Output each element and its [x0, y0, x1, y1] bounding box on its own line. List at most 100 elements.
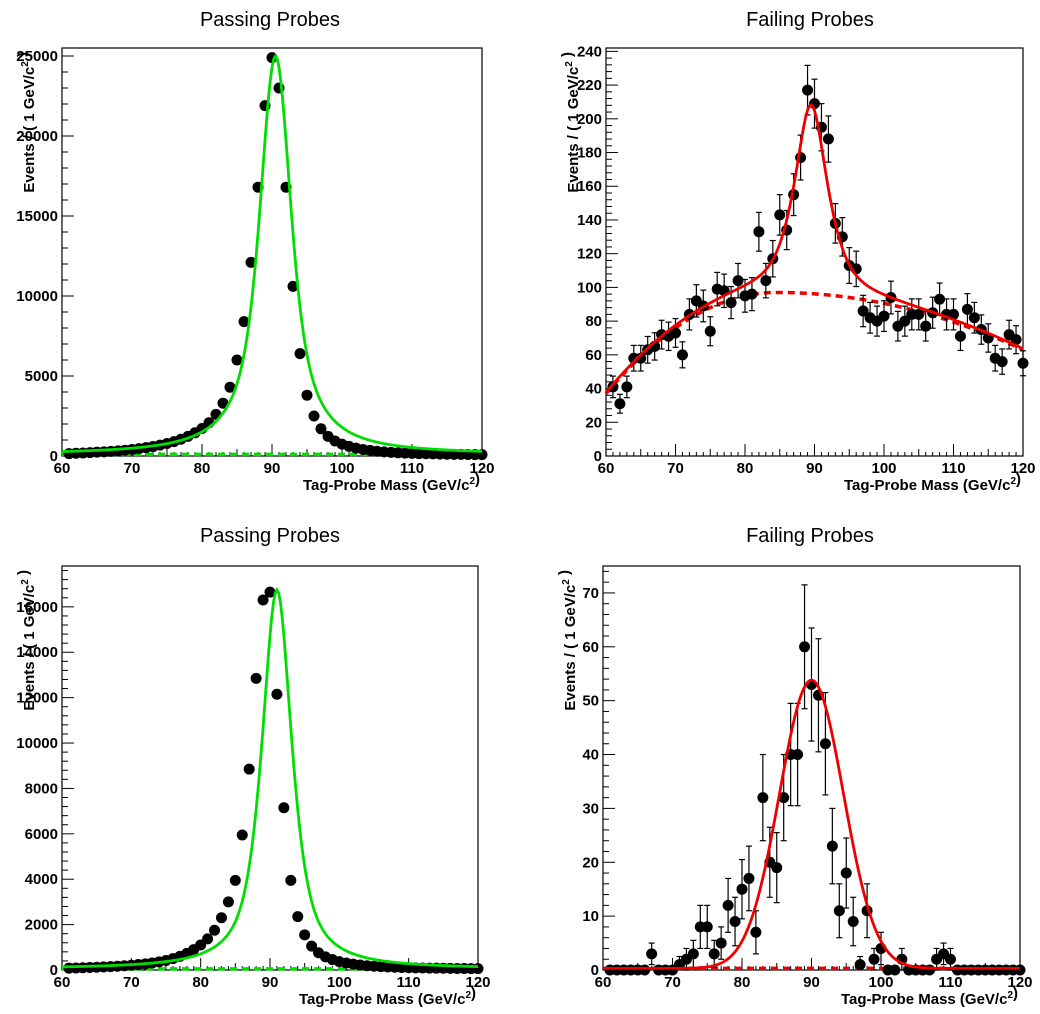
x-axis-label: Tag-Probe Mass (GeV/c2): [303, 471, 480, 494]
x-tick-label: 90: [803, 974, 820, 991]
data-point: [757, 792, 769, 804]
data-point: [621, 381, 633, 393]
x-tick-label: 110: [941, 460, 965, 477]
data-point: [778, 792, 790, 804]
y-tick-label: 50: [582, 693, 599, 710]
data-point: [217, 397, 229, 409]
data-point: [243, 763, 255, 775]
data-point: [238, 316, 250, 328]
data-point: [729, 916, 741, 928]
x-axis-label: Tag-Probe Mass (GeV/c2): [841, 985, 1018, 1008]
data-point: [840, 867, 852, 879]
x-tick-label: 120: [465, 974, 490, 991]
plot-title: Passing Probes: [200, 525, 340, 547]
data-point: [250, 672, 262, 684]
y-tick-label: 10000: [16, 735, 58, 752]
x-tick-label: 60: [598, 460, 615, 477]
data-point: [271, 688, 283, 700]
data-point: [308, 410, 320, 422]
y-tick-label: 15000: [16, 208, 58, 225]
data-point: [819, 738, 831, 750]
y-tick-label: 160: [577, 178, 602, 195]
data-point: [750, 926, 762, 938]
x-tick-label: 60: [54, 460, 71, 477]
plot-title: Passing Probes: [200, 9, 340, 31]
data-point: [715, 937, 727, 949]
plot-title: Failing Probes: [746, 9, 874, 31]
data-point: [670, 327, 681, 339]
y-axis-label: Events / ( 1 GeV/c2 ): [556, 570, 579, 711]
data-point: [760, 275, 772, 287]
data-point: [278, 802, 290, 814]
data-point: [774, 209, 786, 221]
data-point: [847, 916, 859, 928]
x-tick-label: 110: [397, 974, 421, 991]
data-point: [202, 933, 214, 945]
x-tick-label: 70: [124, 460, 141, 477]
y-tick-label: 2000: [25, 917, 58, 934]
y-tick-label: 20: [582, 854, 599, 871]
y-tick-label: 0: [50, 962, 58, 979]
x-tick-label: 70: [123, 974, 140, 991]
y-tick-label: 14000: [16, 644, 58, 661]
y-tick-label: 40: [582, 747, 599, 764]
data-point: [753, 226, 765, 238]
signal-fit-curve: [61, 586, 479, 969]
data-point: [222, 896, 234, 908]
data-point: [996, 356, 1008, 368]
x-tick-label: 110: [938, 974, 962, 991]
y-tick-label: 100: [577, 279, 602, 296]
data-point: [857, 305, 869, 317]
x-tick-label: 80: [194, 460, 211, 477]
data-point: [292, 911, 304, 923]
data-point: [224, 381, 236, 393]
data-point: [736, 883, 748, 895]
x-tick-label: 100: [327, 974, 352, 991]
data-point: [826, 840, 838, 852]
y-tick-label: 220: [577, 77, 602, 94]
x-tick-label: 90: [262, 974, 279, 991]
y-axis-label: Events / ( 1 GeV/c2 ): [15, 52, 38, 193]
data-point: [701, 921, 713, 933]
data-point: [799, 641, 811, 653]
y-tick-label: 200: [577, 111, 602, 128]
signal-fit-curve: [61, 53, 483, 453]
y-tick-label: 40: [585, 381, 602, 398]
data-point: [948, 308, 959, 320]
plot-panel-2: Failing Probes 60 70 80 90 100 110 120 0 20 40 60 80…: [559, 9, 1036, 494]
data-point: [287, 280, 299, 292]
data-point: [961, 303, 973, 315]
data-point: [315, 423, 327, 435]
x-tick-label: 70: [667, 460, 684, 477]
y-tick-label: 6000: [25, 826, 58, 843]
y-tick-label: 60: [585, 347, 602, 364]
y-tick-label: 10000: [16, 288, 58, 305]
data-point: [635, 352, 647, 364]
data-point: [854, 959, 866, 971]
data-point: [924, 964, 936, 976]
data-point: [945, 953, 956, 965]
data-point: [639, 964, 651, 976]
y-tick-label: 140: [577, 212, 602, 229]
x-tick-label: 60: [54, 974, 71, 991]
data-point: [771, 862, 783, 874]
data-point: [968, 312, 980, 324]
data-point: [732, 275, 744, 287]
y-tick-label: 180: [577, 145, 602, 162]
y-tick-label: 16000: [16, 599, 58, 616]
y-tick-label: 8000: [25, 780, 58, 797]
y-tick-label: 70: [582, 585, 599, 602]
x-tick-label: 60: [595, 974, 612, 991]
data-point: [231, 354, 243, 366]
y-tick-label: 80: [585, 313, 602, 330]
x-tick-label: 120: [1007, 974, 1032, 991]
data-point: [746, 288, 758, 300]
data-point: [264, 586, 276, 598]
data-point: [802, 84, 814, 96]
data-point: [889, 964, 901, 976]
data-point: [646, 948, 658, 960]
data-point: [722, 899, 734, 911]
x-tick-label: 100: [868, 974, 893, 991]
